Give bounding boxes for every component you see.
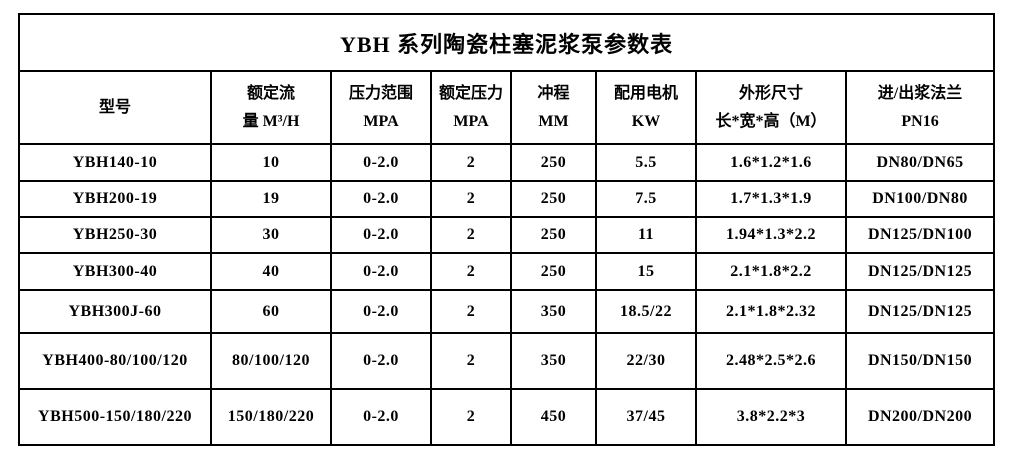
model-cell: YBH300J-60 [18, 289, 212, 334]
table-row: YBH140-10 10 0-2.0 2 250 5.5 1.6*1.2*1.6… [18, 143, 996, 182]
table-cell: 2.1*1.8*2.2 [695, 252, 847, 291]
table-cell: 10 [210, 143, 332, 182]
table-cell: 80/100/120 [210, 332, 332, 390]
column-header-label: 配用电机 [613, 84, 678, 102]
column-header-rated-flow: 额定流 量 M³/H [210, 70, 332, 145]
table-cell: 0-2.0 [330, 252, 432, 291]
table-cell: 250 [510, 216, 597, 254]
table-cell: 0-2.0 [330, 332, 432, 390]
title-row: YBH 系列陶瓷柱塞泥浆泵参数表 [17, 13, 996, 72]
table-cell: 2 [430, 252, 512, 291]
model-cell: YBH140-10 [18, 143, 212, 182]
column-header-dimensions: 外形尺寸 长*宽*高（M） [695, 70, 847, 145]
column-header-label: 额定流 [246, 84, 295, 102]
column-header-sublabel: PN16 [901, 112, 939, 130]
model-cell: YBH250-30 [18, 216, 212, 254]
column-header-label: 压力范围 [348, 84, 413, 102]
table-cell: 2.48*2.5*2.6 [695, 332, 847, 390]
table-cell: 1.7*1.3*1.9 [695, 180, 847, 218]
table-cell: DN125/DN125 [844, 252, 996, 291]
table-row: YBH400-80/100/120 80/100/120 0-2.0 2 350… [18, 332, 996, 390]
table-row: YBH300-40 40 0-2.0 2 250 15 2.1*1.8*2.2 … [18, 252, 996, 291]
parameter-table-container: YBH 系列陶瓷柱塞泥浆泵参数表 型号 额定流 量 M³/H 压力范围 MPA … [17, 13, 996, 446]
table-cell: 2 [430, 216, 512, 254]
table-row: YBH200-19 19 0-2.0 2 250 7.5 1.7*1.3*1.9… [18, 180, 996, 218]
table-title: YBH 系列陶瓷柱塞泥浆泵参数表 [17, 13, 996, 72]
column-header-label: 额定压力 [438, 84, 503, 102]
column-header-label: 外形尺寸 [738, 84, 803, 102]
column-header-stroke: 冲程 MM [510, 70, 597, 145]
column-header-sublabel: MPA [453, 112, 489, 130]
table-cell: 1.6*1.2*1.6 [695, 143, 847, 182]
column-header-rated-pressure: 额定压力 MPA [430, 70, 512, 145]
column-header-label: 进/出浆法兰 [877, 84, 963, 102]
table-cell: 7.5 [595, 180, 697, 218]
table-row: YBH250-30 30 0-2.0 2 250 11 1.94*1.3*2.2… [18, 216, 996, 254]
column-header-sublabel: 量 M³/H [242, 112, 300, 130]
table-cell: DN100/DN80 [844, 180, 996, 218]
table-cell: 0-2.0 [330, 180, 432, 218]
column-header-label: 型号 [98, 98, 131, 116]
table-cell: 350 [510, 332, 597, 390]
table-cell: 40 [210, 252, 332, 291]
table-cell: 1.94*1.3*2.2 [695, 216, 847, 254]
table-cell: 18.5/22 [595, 289, 697, 334]
table-cell: 150/180/220 [210, 388, 332, 446]
table-cell: 0-2.0 [330, 289, 432, 334]
column-header-pressure-range: 压力范围 MPA [330, 70, 432, 145]
table-cell: 250 [510, 143, 597, 182]
table-cell: 5.5 [595, 143, 697, 182]
table-cell: 2 [430, 388, 512, 446]
table-cell: 0-2.0 [330, 388, 432, 446]
column-header-flange: 进/出浆法兰 PN16 [844, 70, 996, 145]
column-header-model: 型号 [18, 70, 212, 145]
table-cell: 0-2.0 [330, 216, 432, 254]
table-cell: DN150/DN150 [844, 332, 996, 390]
table-cell: 250 [510, 180, 597, 218]
column-header-sublabel: KW [631, 112, 661, 130]
table-cell: 450 [510, 388, 597, 446]
table-cell: DN200/DN200 [844, 388, 996, 446]
table-cell: 2.1*1.8*2.32 [695, 289, 847, 334]
model-cell: YBH500-150/180/220 [18, 388, 212, 446]
table-cell: 350 [510, 289, 597, 334]
table-cell: 2 [430, 289, 512, 334]
column-header-sublabel: MPA [363, 112, 399, 130]
table-cell: 0-2.0 [330, 143, 432, 182]
parameter-table: YBH 系列陶瓷柱塞泥浆泵参数表 型号 额定流 量 M³/H 压力范围 MPA … [17, 13, 996, 446]
table-cell: 2 [430, 143, 512, 182]
table-cell: 3.8*2.2*3 [695, 388, 847, 446]
model-cell: YBH300-40 [18, 252, 212, 291]
header-row: 型号 额定流 量 M³/H 压力范围 MPA 额定压力 MPA 冲程 MM [18, 70, 996, 145]
table-cell: 2 [430, 332, 512, 390]
table-cell: 11 [595, 216, 697, 254]
table-cell: DN125/DN100 [844, 216, 996, 254]
table-cell: 19 [210, 180, 332, 218]
table-cell: 22/30 [595, 332, 697, 390]
table-row: YBH500-150/180/220 150/180/220 0-2.0 2 4… [18, 388, 996, 446]
column-header-label: 冲程 [537, 84, 570, 102]
table-cell: 15 [595, 252, 697, 291]
model-cell: YBH400-80/100/120 [18, 332, 212, 390]
table-cell: 30 [210, 216, 332, 254]
column-header-motor: 配用电机 KW [595, 70, 697, 145]
table-cell: DN125/DN125 [844, 289, 996, 334]
column-header-sublabel: 长*宽*高（M） [715, 112, 827, 130]
table-cell: 37/45 [595, 388, 697, 446]
table-cell: 2 [430, 180, 512, 218]
table-cell: 250 [510, 252, 597, 291]
table-row: YBH300J-60 60 0-2.0 2 350 18.5/22 2.1*1.… [18, 289, 996, 334]
model-cell: YBH200-19 [18, 180, 212, 218]
table-cell: DN80/DN65 [844, 143, 996, 182]
table-cell: 60 [210, 289, 332, 334]
column-header-sublabel: MM [538, 112, 569, 130]
